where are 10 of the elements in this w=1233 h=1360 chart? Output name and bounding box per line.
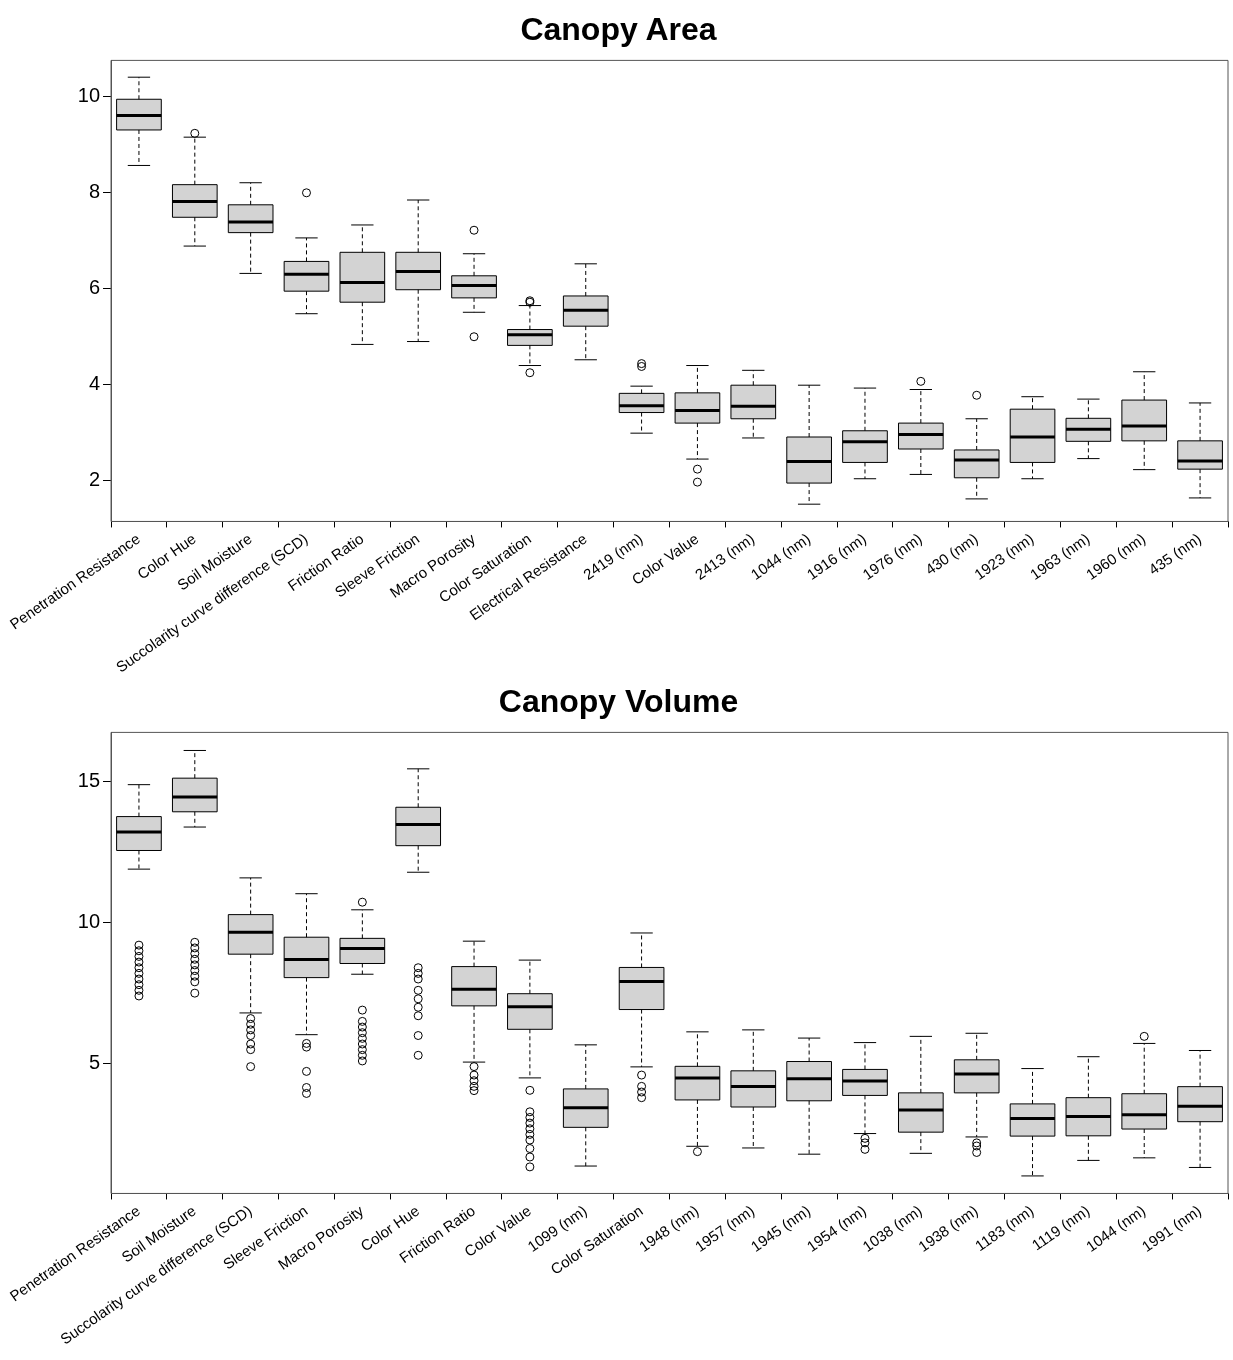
y-tick-label: 6 <box>88 276 101 299</box>
y-tick-label: 15 <box>77 768 101 791</box>
y-tick-label: 8 <box>88 180 101 203</box>
y-tick-label: 10 <box>77 910 101 933</box>
y-tick-label: 10 <box>77 84 101 107</box>
y-tick-label: 4 <box>88 372 101 395</box>
chart-title: Canopy Volume <box>498 683 739 720</box>
chart-title: Canopy Area <box>520 11 717 48</box>
y-tick-label: 5 <box>88 1051 101 1074</box>
y-tick-label: 2 <box>88 468 101 491</box>
